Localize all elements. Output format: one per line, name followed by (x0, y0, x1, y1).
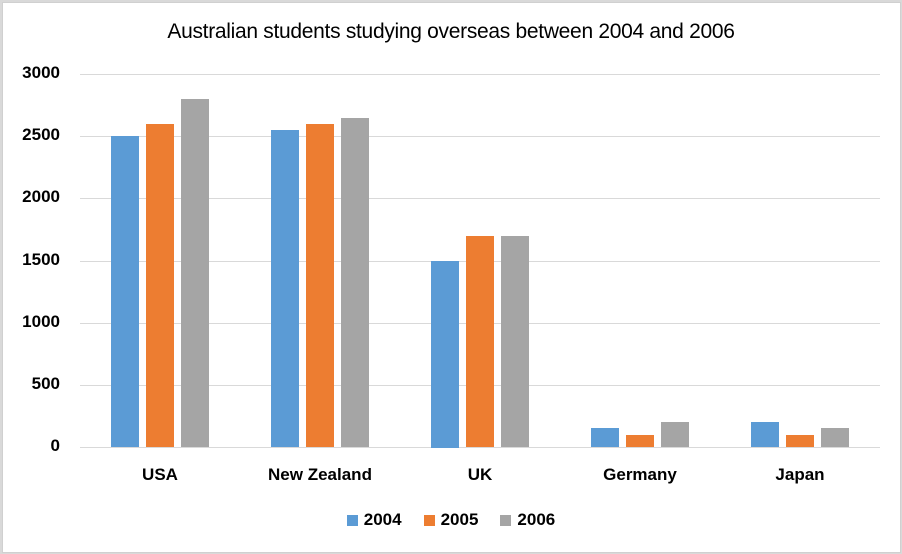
x-tick-label: Germany (603, 465, 677, 484)
bar-2006-uk (501, 236, 529, 447)
bar-2006-germany (661, 422, 689, 447)
legend-item-2004: 2004 (346, 510, 402, 530)
bar-2006-usa (181, 99, 209, 447)
bar-2004-germany (591, 428, 619, 447)
y-tick-label: 500 (31, 374, 60, 393)
bar-2005-usa (146, 124, 174, 447)
x-tick-label: Japan (775, 465, 825, 484)
legend-swatch-icon (423, 514, 435, 526)
legend-label: 2005 (440, 510, 479, 529)
legend-item-2005: 2005 (423, 510, 479, 530)
gridline (80, 136, 880, 137)
legend: 2004 2005 2006 (0, 510, 902, 530)
x-tick-label: USA (142, 465, 178, 484)
y-tick-label: 2500 (22, 125, 60, 144)
bar-2004-japan (751, 422, 779, 447)
y-tick-label: 1500 (22, 250, 60, 269)
bar-2006-japan (821, 428, 849, 447)
y-tick-label: 3000 (22, 63, 60, 82)
x-tick-label: UK (467, 465, 493, 484)
y-tick-label: 2000 (22, 187, 60, 206)
bar-2004-new-zealand (271, 130, 299, 447)
legend-swatch-icon (346, 514, 358, 526)
bar-2005-japan (786, 435, 814, 447)
gridline (80, 74, 880, 75)
bar-2005-germany (626, 435, 654, 447)
legend-label: 2004 (363, 510, 402, 529)
bar-2005-uk (466, 236, 494, 447)
legend-label: 2006 (517, 510, 556, 529)
bar-2004-uk (431, 261, 459, 448)
bar-2004-usa (111, 136, 139, 447)
y-tick-label: 1000 (22, 312, 60, 331)
gridline (80, 198, 880, 199)
gridline (80, 447, 880, 448)
legend-item-2006: 2006 (500, 510, 555, 530)
legend-swatch-icon (500, 514, 512, 526)
x-tick-label: New Zealand (268, 465, 372, 484)
chart-title: Australian students studying overseas be… (167, 20, 735, 43)
bar-2005-new-zealand (306, 124, 334, 447)
y-tick-label: 0 (50, 436, 60, 455)
bar-2006-new-zealand (341, 118, 369, 447)
